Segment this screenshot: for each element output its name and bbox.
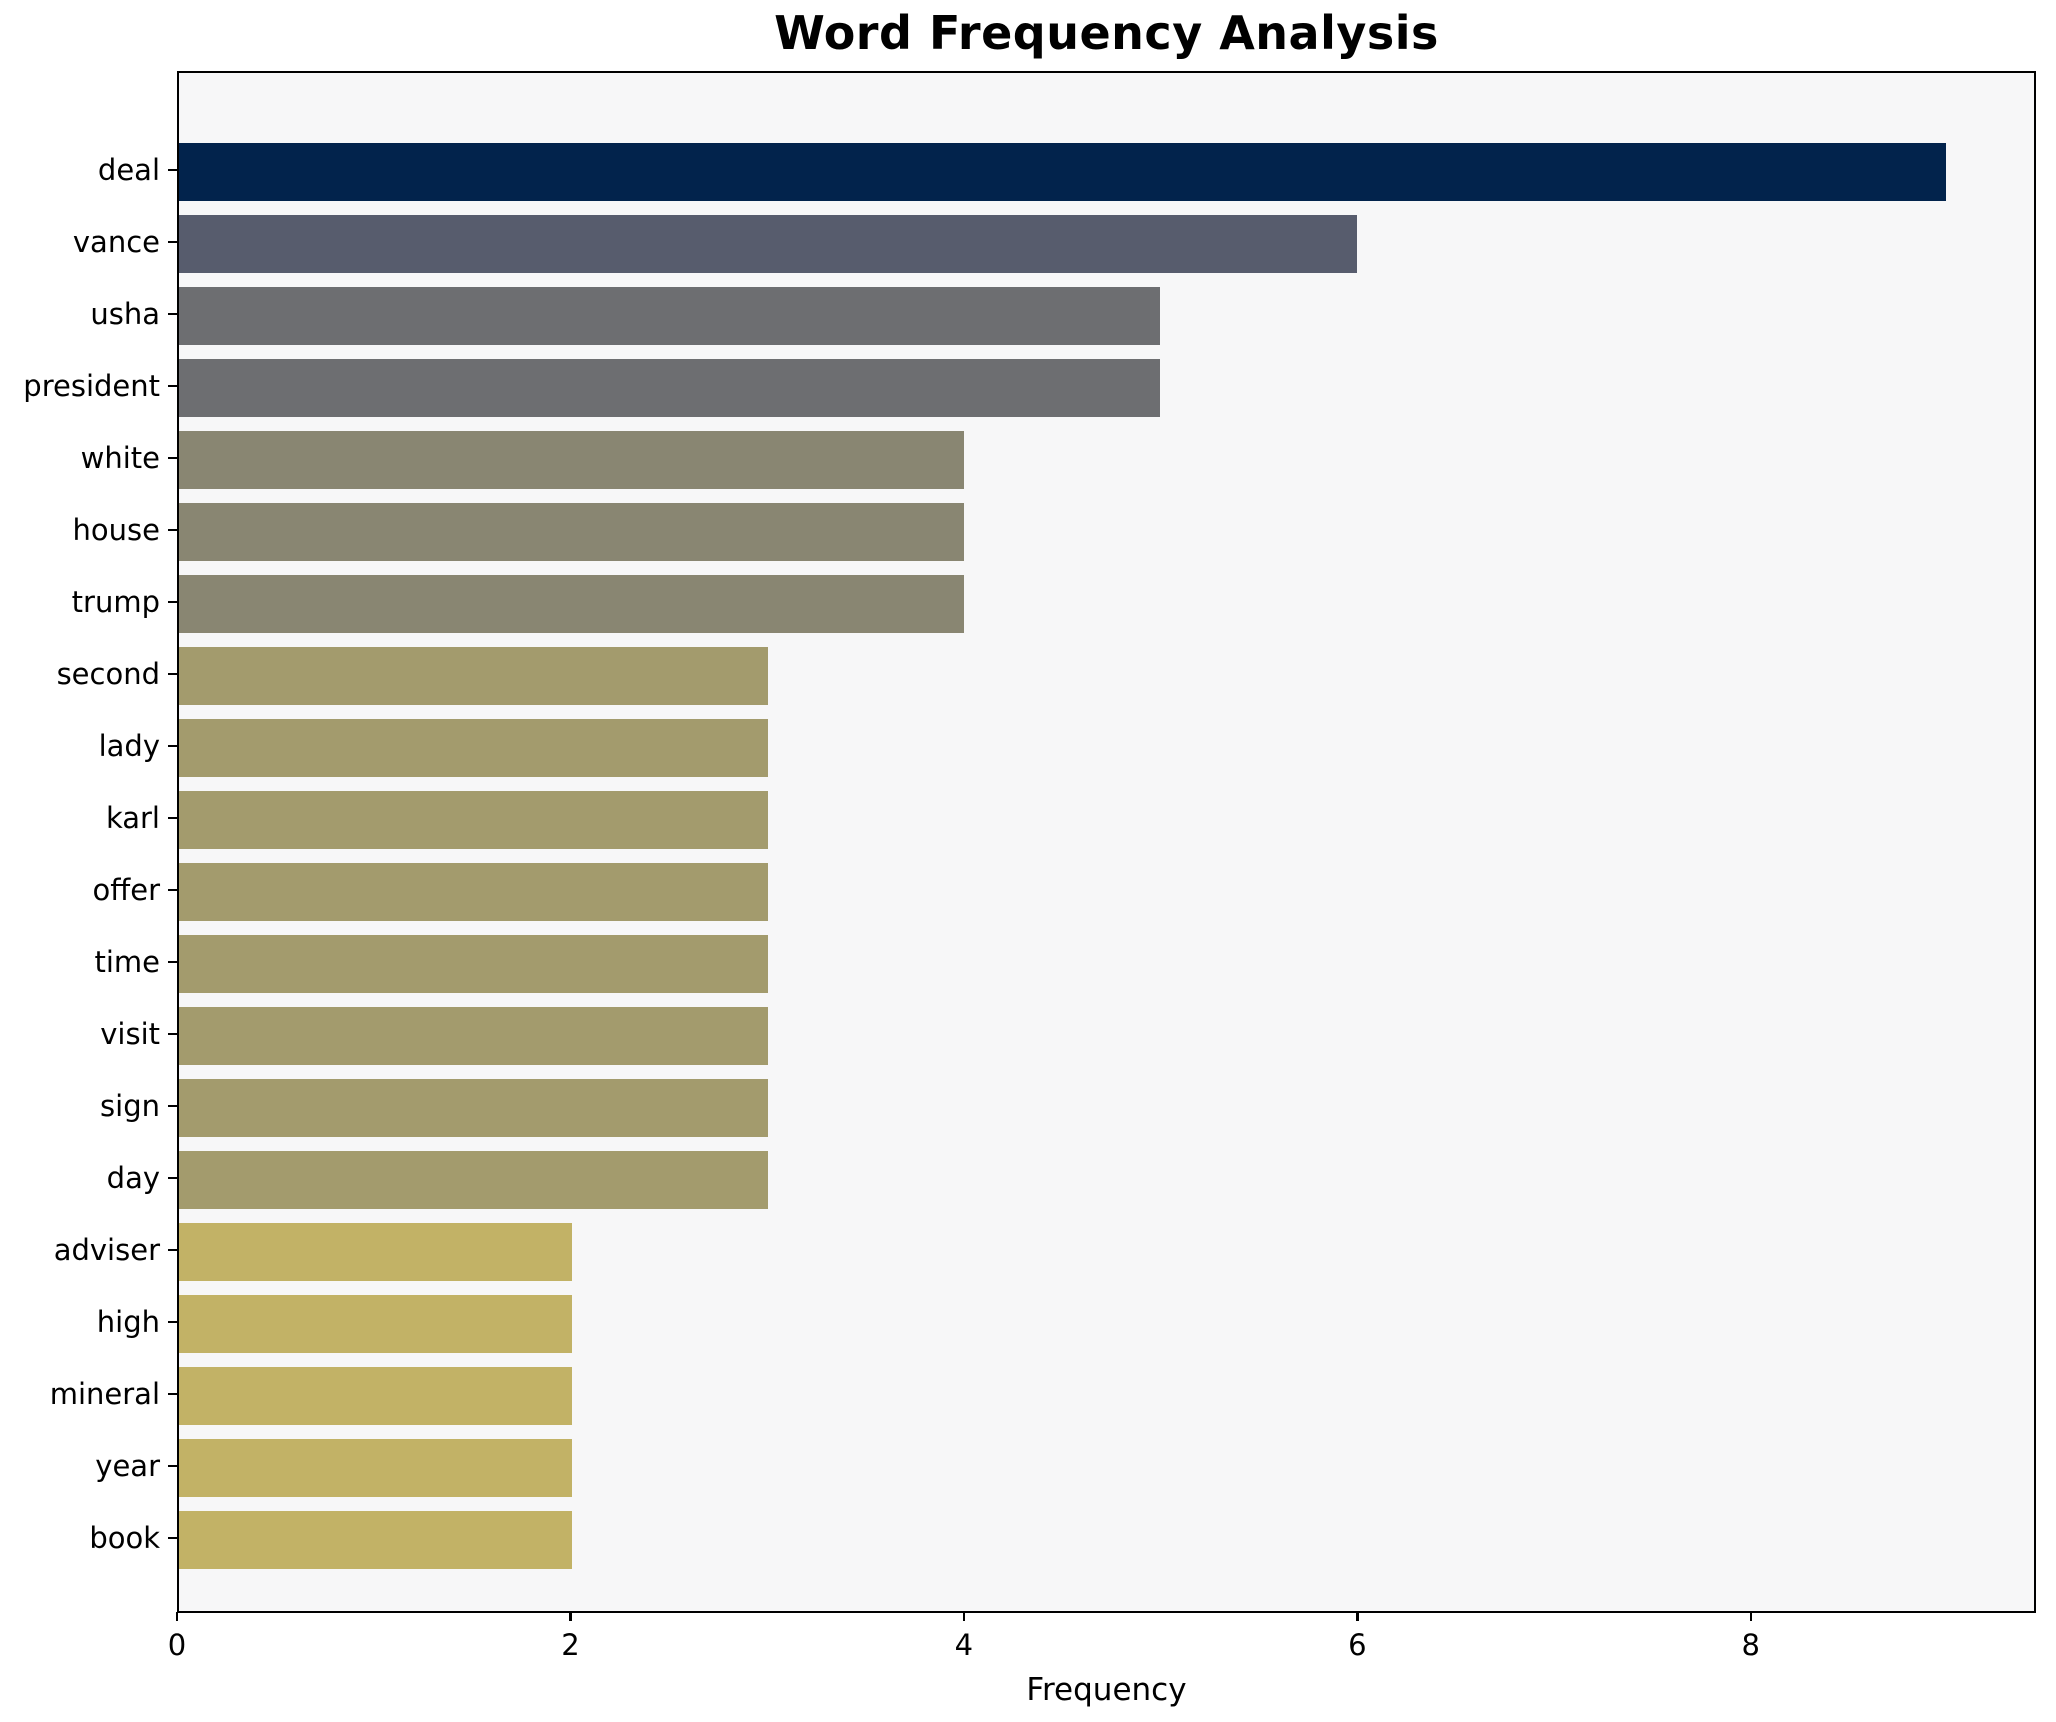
y-tick-label-house: house xyxy=(72,513,160,547)
bar-vance xyxy=(179,215,1357,273)
plot-area xyxy=(177,71,2036,1613)
bar-day xyxy=(179,1151,768,1209)
bar-row xyxy=(179,1432,2034,1504)
x-tick-mark xyxy=(1749,1612,1752,1621)
bar-row xyxy=(179,1288,2034,1360)
y-tick-mark xyxy=(168,1032,177,1036)
y-tick-mark xyxy=(168,744,177,748)
bar-row xyxy=(179,568,2034,640)
y-tick-label-vance: vance xyxy=(72,225,160,259)
y-tick-mark xyxy=(168,1464,177,1468)
bar-sign xyxy=(179,1079,768,1137)
y-tick-mark xyxy=(168,1536,177,1540)
y-tick-mark xyxy=(168,960,177,964)
y-tick-label-sign: sign xyxy=(100,1089,160,1123)
bar-row xyxy=(179,712,2034,784)
x-tick-mark xyxy=(175,1612,179,1621)
y-tick-mark xyxy=(168,240,177,244)
bar-usha xyxy=(179,287,1161,345)
x-axis-title: Frequency xyxy=(1026,1672,1187,1708)
y-tick-mark xyxy=(168,816,177,820)
y-tick-mark xyxy=(168,1248,177,1252)
y-tick-label-offer: offer xyxy=(92,873,161,907)
bar-lady xyxy=(179,719,768,777)
bar-row xyxy=(179,280,2034,352)
y-tick-label-trump: trump xyxy=(71,585,160,619)
bar-row xyxy=(179,640,2034,712)
bar-row xyxy=(179,856,2034,928)
x-tick-label-6: 6 xyxy=(1348,1628,1367,1662)
bar-offer xyxy=(179,863,768,921)
bar-time xyxy=(179,935,768,993)
y-tick-label-year: year xyxy=(95,1449,160,1483)
bar-book xyxy=(179,1511,572,1569)
y-tick-label-book: book xyxy=(89,1521,160,1555)
bar-row xyxy=(179,1504,2034,1576)
bar-row xyxy=(179,136,2034,208)
x-tick-mark xyxy=(962,1612,966,1621)
bar-row xyxy=(179,928,2034,1000)
y-tick-label-mineral: mineral xyxy=(49,1377,160,1411)
y-tick-mark xyxy=(168,168,177,172)
bars-container xyxy=(179,136,2034,1576)
bar-high xyxy=(179,1295,572,1353)
x-tick-label-2: 2 xyxy=(561,1628,580,1662)
bar-adviser xyxy=(179,1223,572,1281)
y-tick-mark xyxy=(168,1176,177,1180)
y-tick-mark xyxy=(168,888,177,892)
bar-year xyxy=(179,1439,572,1497)
chart-title: Word Frequency Analysis xyxy=(774,6,1439,60)
bar-president xyxy=(179,359,1161,417)
bar-deal xyxy=(179,143,1946,201)
y-tick-label-day: day xyxy=(106,1161,160,1195)
y-tick-label-second: second xyxy=(56,657,160,691)
x-tick-label-8: 8 xyxy=(1741,1628,1760,1662)
bar-row xyxy=(179,784,2034,856)
y-tick-mark xyxy=(168,600,177,604)
y-tick-mark xyxy=(168,672,177,676)
y-tick-label-lady: lady xyxy=(98,729,160,763)
y-tick-mark xyxy=(168,312,177,316)
bar-house xyxy=(179,503,965,561)
y-tick-label-white: white xyxy=(80,441,160,475)
bar-row xyxy=(179,1000,2034,1072)
y-tick-label-usha: usha xyxy=(90,297,160,331)
y-tick-mark xyxy=(168,456,177,460)
bar-white xyxy=(179,431,965,489)
bar-row xyxy=(179,424,2034,496)
y-tick-mark xyxy=(168,528,177,532)
x-tick-mark xyxy=(569,1612,572,1621)
bar-row xyxy=(179,352,2034,424)
bar-row xyxy=(179,496,2034,568)
y-tick-label-adviser: adviser xyxy=(53,1233,160,1267)
y-tick-label-time: time xyxy=(94,945,160,979)
x-tick-label-4: 4 xyxy=(954,1628,974,1662)
bar-row xyxy=(179,1144,2034,1216)
bar-row xyxy=(179,1216,2034,1288)
bar-mineral xyxy=(179,1367,572,1425)
bar-visit xyxy=(179,1007,768,1065)
y-tick-mark xyxy=(168,1320,177,1324)
bar-row xyxy=(179,1360,2034,1432)
bar-karl xyxy=(179,791,768,849)
bar-row xyxy=(179,208,2034,280)
bar-second xyxy=(179,647,768,705)
x-tick-label-0: 0 xyxy=(167,1628,187,1662)
y-tick-label-visit: visit xyxy=(100,1017,160,1051)
bar-row xyxy=(179,1072,2034,1144)
y-tick-label-deal: deal xyxy=(97,153,160,187)
y-tick-mark xyxy=(168,1104,177,1108)
x-tick-mark xyxy=(1356,1612,1359,1621)
y-tick-label-karl: karl xyxy=(105,801,160,835)
y-tick-mark xyxy=(168,384,177,388)
y-tick-label-high: high xyxy=(96,1305,160,1339)
bar-trump xyxy=(179,575,965,633)
y-tick-mark xyxy=(168,1392,177,1396)
y-tick-label-president: president xyxy=(23,369,160,403)
